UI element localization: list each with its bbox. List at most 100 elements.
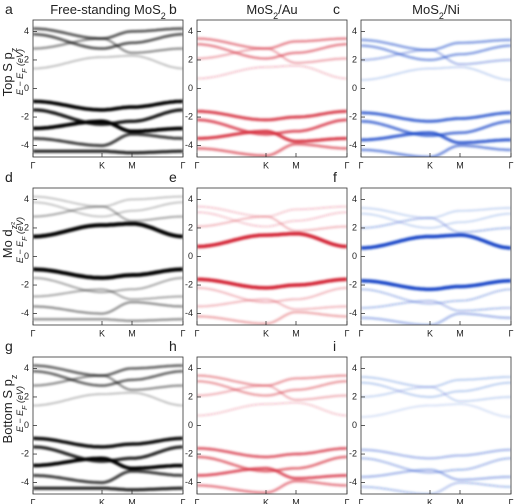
y-tick-label: 4 xyxy=(24,26,29,36)
band xyxy=(33,99,183,112)
x-tick-label: M xyxy=(456,328,464,338)
column-title-sub: 2 xyxy=(273,11,278,21)
x-tick-label: K xyxy=(263,497,269,504)
y-tick-label: 4 xyxy=(352,26,357,36)
y-tick-label: 4 xyxy=(188,26,193,36)
energy-axis-label-main: E − E xyxy=(15,409,25,432)
band xyxy=(33,436,183,449)
x-tick-label: Γ xyxy=(31,497,36,504)
band xyxy=(33,267,183,280)
band xyxy=(33,374,183,391)
band xyxy=(197,466,347,480)
x-tick-label: M xyxy=(128,328,136,338)
panel-letter: f xyxy=(333,169,337,185)
y-tick-label: 0 xyxy=(188,251,193,261)
bands xyxy=(197,37,347,157)
x-tick-label: K xyxy=(263,160,269,170)
band xyxy=(197,401,347,417)
y-tick-label: -4 xyxy=(185,308,193,318)
y-tick-label: 0 xyxy=(24,420,29,430)
x-tick-label: K xyxy=(427,160,433,170)
x-tick-label: M xyxy=(292,497,300,504)
y-tick-label: 2 xyxy=(352,222,357,232)
band xyxy=(361,278,511,292)
y-tick-label: 4 xyxy=(352,194,357,204)
band xyxy=(33,318,183,322)
y-tick-label: 0 xyxy=(24,251,29,261)
panel-letter: h xyxy=(169,338,177,354)
row-label: Bottom S pz xyxy=(0,374,19,443)
x-tick-label: Γ xyxy=(359,497,364,504)
band xyxy=(33,486,183,492)
energy-axis-label-tail: (eV) xyxy=(15,49,25,69)
bands xyxy=(361,207,511,325)
panel: -4 -2 0 2 4 Γ K M Γc xyxy=(333,1,514,170)
band xyxy=(197,286,347,304)
band xyxy=(361,111,511,123)
x-tick-label: Γ xyxy=(345,328,350,338)
band xyxy=(197,129,347,143)
x-tick-label: M xyxy=(128,497,136,504)
energy-axis-label: E − EF (eV) xyxy=(15,49,29,95)
band xyxy=(33,27,183,40)
x-tick-label: M xyxy=(292,328,300,338)
bands xyxy=(197,374,347,494)
y-tick-label: 0 xyxy=(188,420,193,430)
band xyxy=(361,144,511,157)
band xyxy=(33,37,183,54)
column-title: MoS2/Ni xyxy=(412,2,460,21)
y-tick-label: -4 xyxy=(349,308,357,318)
band xyxy=(361,217,511,234)
energy-axis-label: E − EF (eV) xyxy=(15,386,29,432)
band xyxy=(361,481,511,494)
energy-axis-label-tail: (eV) xyxy=(15,217,25,237)
y-tick-label: 2 xyxy=(352,391,357,401)
column-title-sub: 2 xyxy=(439,11,444,21)
panel-letter: c xyxy=(333,1,340,17)
row-label-main: Top S p xyxy=(0,52,15,96)
band xyxy=(361,233,511,250)
band xyxy=(33,195,183,208)
band xyxy=(197,455,347,473)
band xyxy=(33,369,183,387)
y-tick-label: 0 xyxy=(352,251,357,261)
band xyxy=(197,329,347,330)
y-tick-label: 4 xyxy=(24,194,29,204)
x-tick-label: Γ xyxy=(31,160,36,170)
column-title-main: MoS xyxy=(412,2,439,17)
band xyxy=(33,132,183,148)
band xyxy=(197,311,347,325)
x-tick-label: Γ xyxy=(181,160,186,170)
band xyxy=(33,469,183,485)
x-tick-label: Γ xyxy=(359,328,364,338)
energy-axis-label-sub: F xyxy=(22,68,29,73)
x-tick-label: Γ xyxy=(181,328,186,338)
y-tick-label: -2 xyxy=(21,279,29,289)
x-tick-label: Γ xyxy=(509,160,514,170)
x-tick-label: Γ xyxy=(195,160,200,170)
y-tick-label: -2 xyxy=(185,111,193,121)
band xyxy=(361,163,511,164)
band xyxy=(33,391,183,407)
band xyxy=(197,231,347,249)
band xyxy=(361,457,511,474)
y-tick-label: 0 xyxy=(352,420,357,430)
column-title: MoS2/Au xyxy=(246,2,297,21)
energy-axis-label-main: E − E xyxy=(15,240,25,263)
y-tick-label: 4 xyxy=(352,363,357,373)
row-label-main: Mo d xyxy=(0,229,15,258)
x-tick-label: M xyxy=(128,160,136,170)
x-tick-label: M xyxy=(292,160,300,170)
panel: -4 -2 0 2 4 Γ K M Γb xyxy=(169,1,350,170)
bands xyxy=(33,364,183,492)
column-title-main: MoS xyxy=(246,2,273,17)
band xyxy=(197,384,347,401)
x-tick-label: Γ xyxy=(181,497,186,504)
band xyxy=(197,64,347,80)
band xyxy=(33,301,183,315)
band xyxy=(33,364,183,377)
panel-letter: e xyxy=(169,169,177,185)
x-tick-label: Γ xyxy=(359,160,364,170)
band xyxy=(197,142,347,157)
